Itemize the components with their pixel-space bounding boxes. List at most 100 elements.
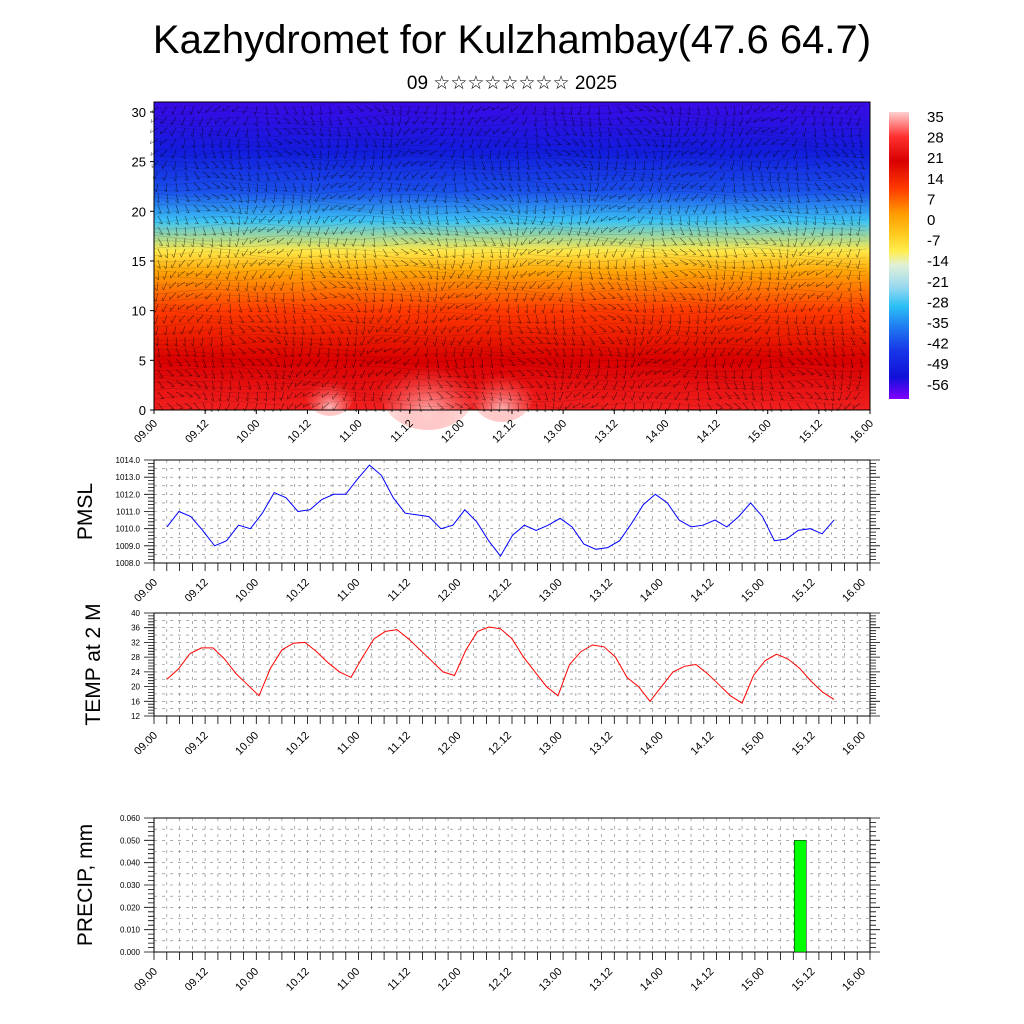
temp-x-tick-label: 14.12 [688, 730, 716, 758]
temp-x-tick-label: 13.00 [537, 730, 565, 758]
precip-y-tick-label: 0.060 [120, 814, 141, 823]
precip-x-tick-label: 13.12 [587, 966, 615, 994]
cross-section-x-tick-label: 09.12 [183, 418, 211, 446]
temp-x-tick-label: 15.12 [790, 730, 818, 758]
colorbar-label: -14 [927, 253, 949, 270]
temp-x-tick-label: 10.00 [233, 730, 261, 758]
pmsl-x-tick-label: 14.12 [688, 577, 716, 605]
colorbar-label: -7 [927, 233, 940, 250]
cross-section-y-tick-label: 15 [132, 254, 146, 269]
pmsl-y-tick-label: 1010.0 [116, 525, 141, 534]
cross-section-y-tick-label: 10 [132, 304, 146, 319]
cross-section-x-tick-label: 15.12 [797, 418, 825, 446]
precip-x-tick-label: 15.12 [790, 966, 818, 994]
colorbar-label: -21 [927, 274, 949, 291]
precip-y-tick-label: 0.040 [120, 859, 141, 868]
temp-y-axis-label: TEMP at 2 M [82, 603, 105, 725]
pmsl-y-tick-label: 1008.0 [116, 559, 141, 568]
pmsl-x-tick-label: 15.12 [790, 577, 818, 605]
contour-lines [153, 102, 867, 409]
temp-y-tick-label: 40 [131, 609, 140, 618]
precip-x-tick-label: 09.12 [183, 966, 211, 994]
colorbar-label: 35 [927, 109, 944, 126]
temp-y-tick-label: 36 [131, 624, 140, 633]
cross-section-x-tick-label: 13.12 [592, 418, 620, 446]
temp-x-tick-label: 16.00 [840, 730, 868, 758]
precip-x-tick-label: 16.00 [840, 966, 868, 994]
precip-y-tick-label: 0.030 [120, 881, 141, 890]
pmsl-x-tick-label: 09.12 [183, 577, 211, 605]
precip-y-tick-label: 0.020 [120, 903, 141, 912]
page-subtitle: 09 ☆☆☆☆☆☆☆☆ 2025 [406, 73, 618, 94]
pmsl-x-tick-label: 14.00 [638, 577, 666, 605]
pmsl-x-tick-label: 15.00 [739, 577, 767, 605]
pmsl-grid [153, 459, 871, 564]
cross-section-y-tick-label: 20 [132, 204, 146, 219]
pmsl-y-tick-label: 1013.0 [116, 473, 141, 482]
precip-y-tick-label: 0.000 [120, 948, 141, 957]
temp-y-tick-label: 28 [131, 653, 140, 662]
temp-y-tick-label: 12 [131, 712, 140, 721]
cross-section-x-tick-label: 09.00 [132, 418, 160, 446]
precip-bar [794, 840, 807, 953]
precip-y-axis-label: PRECIP, mm [74, 824, 97, 946]
cross-section-x-tick-label: 14.00 [644, 418, 672, 446]
pmsl-x-tick-label: 13.00 [537, 577, 565, 605]
temp-x-tick-label: 12.12 [486, 730, 514, 758]
precip-panel: 0.000 0.010 0.020 0.030 0.040 0.050 0.060 09.00… [74, 814, 880, 994]
pmsl-panel: 1008.0 1009.0 1010.0 1011.0 1012.0 1013.0 1014… [74, 456, 880, 605]
colorbar-scale [889, 112, 909, 399]
temp-x-tick-label: 09.12 [183, 730, 211, 758]
precip-y-tick-label: 0.050 [120, 836, 141, 845]
cross-section-x-tick-label: 10.00 [234, 418, 262, 446]
pmsl-x-tick-label: 09.00 [132, 577, 160, 605]
cross-section-x-tick-label: 11.00 [337, 418, 364, 445]
wind-barbs [150, 105, 867, 413]
pmsl-x-tick-label: 10.12 [284, 577, 312, 605]
cross-section-x-tick-label: 16.00 [848, 418, 876, 446]
colorbar-label: -35 [927, 315, 949, 332]
temp-x-tick-label: 15.00 [739, 730, 767, 758]
pmsl-y-tick-label: 1014.0 [116, 456, 141, 465]
cross-section-x-tick-label: 14.12 [695, 418, 723, 446]
temp-y-tick-label: 20 [131, 683, 140, 692]
colorbar-label: 0 [927, 212, 935, 229]
precip-x-tick-label: 11.12 [386, 966, 413, 993]
precip-x-tick-label: 10.00 [233, 966, 261, 994]
temp-series-line [166, 626, 835, 704]
pmsl-y-tick-label: 1009.0 [116, 542, 141, 551]
temp-y-tick-label: 24 [131, 668, 140, 677]
pmsl-x-tick-label: 16.00 [840, 577, 868, 605]
pmsl-y-tick-label: 1011.0 [116, 508, 140, 517]
precip-x-tick-label: 11.00 [335, 966, 362, 993]
page-title: Kazhydromet for Kulzhambay(47.6 64.7) [152, 18, 872, 62]
temp-x-tick-label: 09.00 [132, 730, 160, 758]
precip-y-tick-label: 0.010 [120, 926, 141, 935]
temp-x-tick-label: 11.12 [386, 730, 413, 757]
temp-x-tick-label: 11.00 [335, 730, 362, 757]
cross-section-x-tick-label: 13.00 [541, 418, 569, 446]
temp-x-tick-label: 10.12 [284, 730, 312, 758]
precip-x-tick-label: 10.12 [284, 966, 312, 994]
colorbar-label: -56 [927, 377, 949, 394]
pmsl-x-tick-label: 11.00 [335, 577, 362, 604]
pmsl-y-axis-label: PMSL [74, 483, 97, 540]
colorbar-label: -28 [927, 294, 949, 311]
precip-x-tick-label: 15.00 [739, 966, 767, 994]
pmsl-x-tick-label: 11.12 [386, 577, 413, 604]
cross-section-y-tick-label: 25 [132, 155, 146, 170]
colorbar-label: 14 [927, 171, 944, 188]
precip-x-tick-label: 13.00 [537, 966, 565, 994]
colorbar-label: 21 [927, 150, 944, 167]
colorbar-label: -49 [927, 356, 949, 373]
precip-grid [153, 817, 871, 953]
cross-section-x-tick-label: 12.12 [490, 418, 518, 446]
temp-ticks [144, 612, 880, 724]
pmsl-series-line [166, 464, 835, 557]
precip-ticks [144, 817, 880, 960]
cross-section-y-tick-label: 30 [132, 105, 146, 120]
precip-x-tick-label: 14.12 [688, 966, 716, 994]
temp-x-tick-label: 14.00 [638, 730, 666, 758]
